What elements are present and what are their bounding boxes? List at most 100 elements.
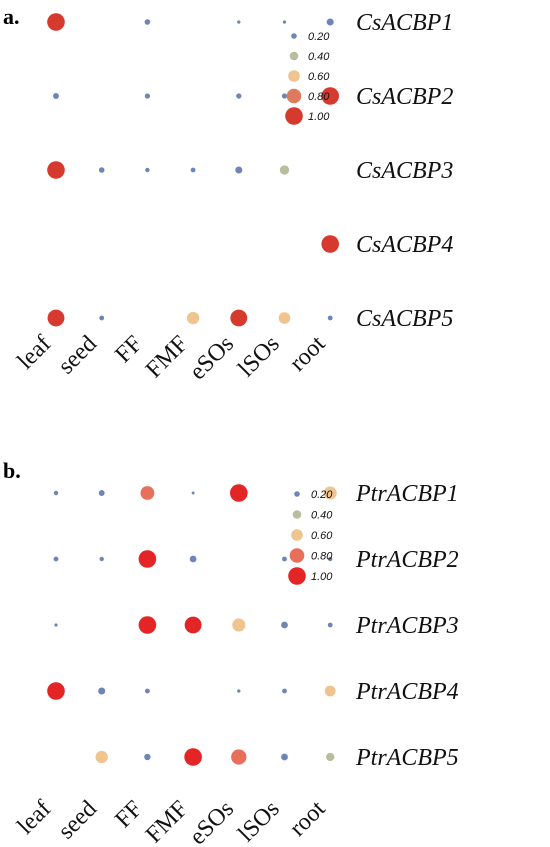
data-point	[184, 616, 202, 634]
data-point	[231, 749, 247, 765]
data-point	[282, 556, 287, 562]
legend-label: 0.60	[311, 530, 333, 542]
legend-marker	[289, 548, 305, 563]
gene-label: PtrACBP2	[355, 547, 459, 573]
gene-label: CsACBP1	[356, 10, 453, 36]
legend-marker	[291, 529, 303, 541]
gene-label: PtrACBP5	[355, 745, 459, 771]
data-point	[190, 167, 196, 173]
legend-label: 0.20	[308, 31, 330, 43]
data-point	[144, 688, 150, 694]
data-point	[237, 689, 241, 693]
data-point	[53, 93, 59, 99]
data-point	[98, 687, 106, 695]
legend-marker	[289, 51, 299, 61]
data-point	[328, 556, 333, 562]
legend-marker	[292, 510, 302, 519]
data-point	[323, 486, 337, 500]
data-point	[232, 618, 246, 632]
data-point	[237, 20, 241, 24]
gene-label: CsACBP4	[356, 232, 453, 258]
data-point	[53, 556, 59, 562]
x-tick-label: lSOs	[233, 796, 284, 847]
data-point	[144, 93, 151, 99]
data-point	[98, 490, 105, 496]
data-point	[321, 235, 340, 253]
x-tick-label: seed	[53, 331, 102, 380]
gene-label: CsACBP3	[356, 158, 453, 184]
gene-label: PtrACBP3	[355, 613, 459, 639]
data-point	[321, 87, 340, 105]
legend-marker	[285, 107, 303, 125]
x-tick-label: eSOs	[185, 796, 239, 847]
data-point	[138, 550, 157, 568]
data-point	[281, 753, 288, 761]
data-point	[230, 309, 248, 327]
data-point	[278, 312, 291, 324]
data-point	[144, 19, 151, 25]
data-point	[327, 622, 333, 628]
panel-label: a.	[3, 4, 20, 29]
data-point	[282, 20, 287, 24]
data-point	[230, 484, 248, 502]
data-point	[281, 93, 288, 99]
data-point	[186, 311, 200, 325]
data-point	[54, 623, 58, 627]
data-point	[47, 13, 65, 31]
data-point	[99, 556, 104, 562]
data-point	[236, 93, 242, 99]
x-tick-label: root	[285, 331, 331, 377]
panel-b: b. PtrACBP1 PtrACBP2 PtrACBP3 PtrACBP4 PtrACB…	[3, 458, 459, 847]
legend-label: 0.60	[308, 71, 330, 83]
data-point	[53, 490, 59, 496]
legend-label: 0.80	[311, 551, 333, 563]
data-point	[47, 161, 65, 179]
data-point	[140, 486, 155, 500]
data-point	[145, 167, 150, 173]
data-point	[184, 748, 202, 766]
panel-a: a. CsACBP1 CsACBP2 CsACBP3 CsACBP4 CsACBP5 lea…	[3, 4, 453, 385]
data-point	[326, 18, 334, 26]
x-tick-label: root	[285, 796, 331, 842]
data-point	[326, 752, 335, 762]
data-point	[138, 616, 157, 634]
data-point	[324, 685, 336, 697]
data-point	[279, 165, 290, 175]
data-point	[191, 491, 195, 495]
x-tick-label: leaf	[12, 331, 56, 375]
data-point	[98, 167, 105, 173]
gene-label: PtrACBP4	[355, 679, 459, 705]
x-tick-label: FMF	[141, 796, 193, 847]
data-point	[144, 753, 151, 761]
panel-label: b.	[3, 458, 21, 483]
legend-marker	[286, 88, 302, 104]
data-point	[47, 309, 65, 327]
x-tick-label: FMF	[141, 331, 193, 383]
legend-label: 0.40	[308, 51, 330, 63]
gene-label: CsACBP5	[356, 306, 453, 332]
legend-marker	[294, 491, 300, 497]
legend-label: 0.40	[311, 510, 333, 522]
legend-label: 0.20	[311, 489, 333, 501]
legend-marker	[288, 70, 300, 82]
data-point	[281, 621, 288, 629]
legend-label: 1.00	[308, 111, 330, 123]
legend-label: 1.00	[311, 571, 333, 583]
x-tick-label: lSOs	[233, 331, 284, 382]
x-tick-label: eSOs	[185, 331, 239, 385]
x-tick-label: seed	[53, 796, 102, 845]
data-point	[95, 750, 108, 764]
data-point	[327, 315, 333, 321]
gene-label: CsACBP2	[356, 84, 453, 110]
data-point	[99, 315, 105, 321]
data-point	[47, 682, 65, 700]
data-point	[235, 166, 243, 174]
data-point	[282, 688, 287, 694]
legend-marker	[291, 33, 297, 39]
gene-label: PtrACBP1	[355, 481, 459, 507]
x-tick-label: leaf	[12, 796, 56, 840]
legend-label: 0.80	[308, 91, 330, 103]
data-point	[189, 555, 197, 563]
legend-marker	[288, 567, 306, 585]
